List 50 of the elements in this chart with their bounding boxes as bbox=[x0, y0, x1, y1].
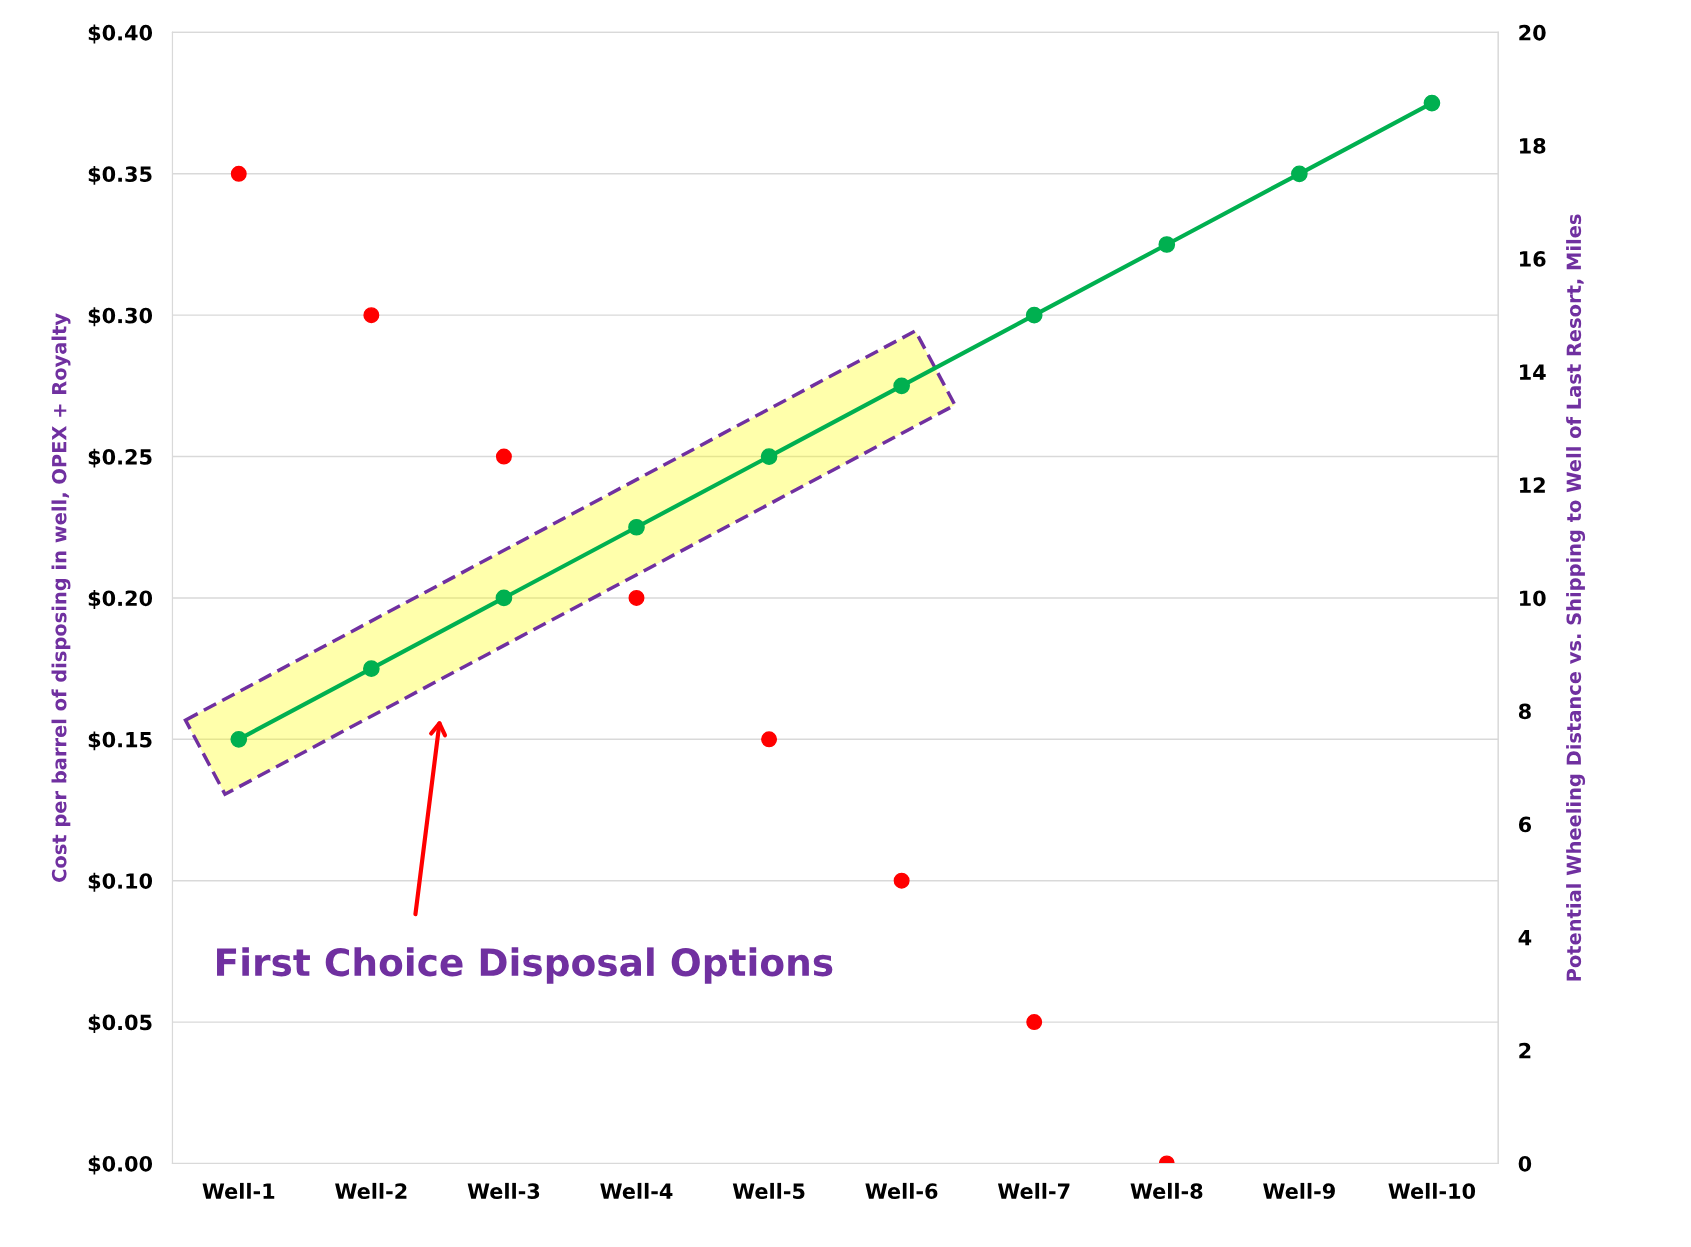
point bbox=[628, 518, 645, 536]
y-tick-label: $0.30 bbox=[88, 307, 153, 327]
point bbox=[893, 377, 910, 395]
y2-tick-label: 2 bbox=[1519, 1042, 1531, 1059]
x-tick-label: Well-10 bbox=[1388, 1182, 1476, 1200]
point bbox=[363, 307, 380, 324]
annotation: First Choice Disposal Options bbox=[217, 947, 833, 984]
point bbox=[495, 448, 512, 465]
y2-tick-label: 20 bbox=[1519, 24, 1546, 41]
x-tick-label: Well-7 bbox=[997, 1182, 1070, 1200]
y2-axis-title: Potential Wheeling Distance vs. Shipping to Well of Last Resort, Miles bbox=[1566, 214, 1586, 981]
y-tick-label: $0.10 bbox=[88, 872, 153, 892]
y-tick-label: $0.20 bbox=[88, 590, 153, 609]
point bbox=[1291, 165, 1308, 183]
point bbox=[893, 872, 910, 889]
y-tick-label: $0.05 bbox=[88, 1014, 152, 1034]
y2-tick-label: 12 bbox=[1520, 477, 1545, 493]
x-tick-label: Well-4 bbox=[600, 1182, 673, 1200]
point bbox=[628, 589, 645, 606]
y2-tick-label: 4 bbox=[1518, 929, 1532, 946]
x-tick-label: Well-5 bbox=[732, 1182, 805, 1200]
y2-tick-label: 6 bbox=[1518, 816, 1532, 833]
point bbox=[495, 589, 513, 607]
point bbox=[1026, 1014, 1043, 1031]
x-tick-label: Well-6 bbox=[865, 1182, 938, 1200]
point bbox=[1158, 236, 1176, 253]
y-tick-label: $0.00 bbox=[88, 1155, 153, 1175]
y2-tick-label: 18 bbox=[1520, 137, 1546, 154]
x-tick-label: Well-2 bbox=[335, 1182, 407, 1200]
point bbox=[760, 448, 778, 465]
x-tick-label: Well-3 bbox=[467, 1182, 540, 1200]
y2-tick-label: 8 bbox=[1518, 703, 1531, 720]
y-tick-label: $0.15 bbox=[88, 731, 152, 751]
y2-tick-label: 0 bbox=[1518, 1155, 1532, 1172]
x-tick-label: Well-8 bbox=[1130, 1182, 1203, 1200]
x-tick-label: Well-1 bbox=[202, 1182, 275, 1200]
point bbox=[230, 730, 248, 748]
point bbox=[230, 165, 247, 182]
y2-tick-label: 10 bbox=[1520, 590, 1546, 607]
y-tick-label: $0.40 bbox=[88, 24, 153, 44]
y-axis-title: Cost per barrel of disposing in well, OPEX + Royalty bbox=[51, 313, 71, 882]
point bbox=[1025, 306, 1043, 324]
y-tick-label: $0.35 bbox=[88, 165, 152, 185]
y2-tick-label: 16 bbox=[1520, 251, 1546, 267]
point bbox=[1423, 94, 1441, 112]
point bbox=[363, 660, 380, 677]
x-tick-label: Well-9 bbox=[1263, 1182, 1335, 1200]
y2-tick-label: 14 bbox=[1520, 364, 1546, 380]
y-tick-label: $0.25 bbox=[88, 448, 152, 468]
point bbox=[761, 731, 778, 748]
